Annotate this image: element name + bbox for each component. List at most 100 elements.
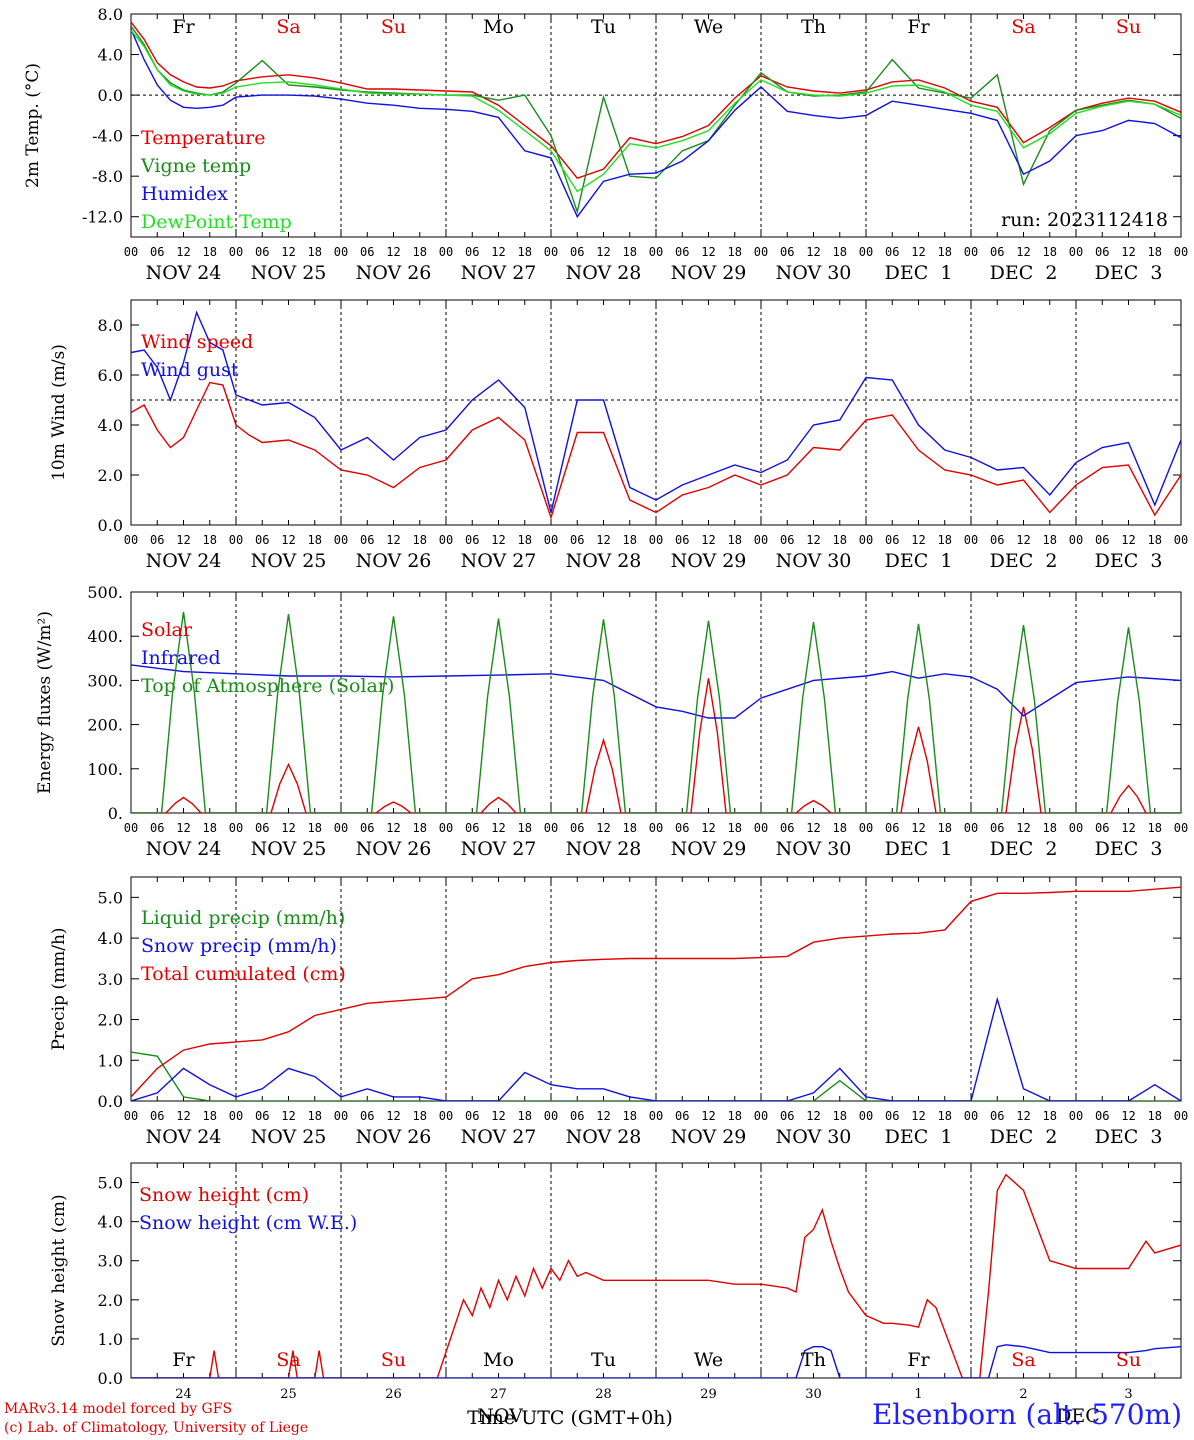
x-hour-label: 06 (255, 245, 269, 259)
x-hour-label: 00 (334, 245, 348, 259)
weekday-label: Su (381, 1349, 406, 1371)
weekday-label: Fr (907, 1349, 930, 1371)
x-hour-label: 12 (1016, 533, 1030, 547)
y-tick-label: 500. (87, 583, 123, 602)
weekday-label: Th (801, 16, 826, 38)
x-hour-label: 06 (675, 245, 689, 259)
x-hour-label: 12 (281, 821, 295, 835)
series-line-snow-height-cm-w-e (131, 1344, 1181, 1378)
x-hour-label: 06 (675, 821, 689, 835)
x-hour-label: 18 (728, 245, 742, 259)
x-hour-label: 18 (203, 533, 217, 547)
x-date-label: DEC 2 (990, 550, 1058, 572)
x-hour-label: 06 (360, 1109, 374, 1123)
series-group (131, 310, 1181, 520)
x-hour-label: 18 (203, 1109, 217, 1123)
x-hour-label: 18 (938, 533, 952, 547)
y-tick-label: 8.0 (98, 316, 123, 335)
x-hour-label: 12 (1016, 821, 1030, 835)
x-hour-label: 00 (544, 245, 558, 259)
weekday-label: Tu (591, 1349, 616, 1371)
x-hour-label: 00 (439, 245, 453, 259)
legend-entry: Snow precip (mm/h) (141, 935, 337, 957)
x-hour-label: 18 (413, 533, 427, 547)
day-number-label: 3 (1124, 1387, 1132, 1402)
x-hour-label: 06 (255, 1109, 269, 1123)
series-group (131, 886, 1181, 1101)
model-credit: MARv3.14 model forced by GFS (4, 1401, 233, 1417)
legend-entry: Infrared (141, 647, 221, 669)
y-tick-label: 4.0 (98, 1213, 123, 1232)
x-date-label: NOV 27 (461, 838, 537, 860)
x-hour-label: 12 (701, 1109, 715, 1123)
x-hour-label: 00 (124, 533, 138, 547)
x-hour-label: 06 (360, 533, 374, 547)
x-hour-label: 06 (780, 245, 794, 259)
x-hour-label: 12 (911, 533, 925, 547)
x-hour-label: 12 (491, 245, 505, 259)
x-hour-label: 06 (1095, 1109, 1109, 1123)
series-line-temperature (131, 21, 1181, 180)
x-hour-label: 12 (281, 245, 295, 259)
x-hour-label: 06 (570, 821, 584, 835)
x-date-label: DEC 2 (990, 1126, 1058, 1148)
x-hour-label: 00 (1174, 533, 1188, 547)
x-hour-label: 18 (1148, 245, 1162, 259)
weekday-label: Sa (276, 1349, 300, 1371)
x-hour-label: 06 (150, 245, 164, 259)
x-hour-label: 00 (229, 1109, 243, 1123)
x-date-label: NOV 28 (566, 1126, 642, 1148)
x-hour-label: 00 (754, 821, 768, 835)
x-hour-label: 00 (1069, 533, 1083, 547)
x-hour-label: 00 (1069, 245, 1083, 259)
y-tick-label: -12.0 (82, 208, 123, 227)
x-date-label: DEC 2 (990, 262, 1058, 284)
x-date-label: DEC 1 (885, 1126, 953, 1148)
series-line-total-cumulated-cm (131, 886, 1181, 1098)
day-number-label: 26 (385, 1387, 402, 1402)
x-axis-label: Time UTC (GMT+0h) (467, 1407, 673, 1429)
series-line-snow-precip-mm-h (131, 996, 1181, 1101)
x-hour-label: 12 (281, 533, 295, 547)
weekday-label: Su (381, 16, 406, 38)
x-date-label: NOV 29 (671, 262, 747, 284)
series-group (131, 1173, 1181, 1378)
x-hour-label: 12 (701, 821, 715, 835)
x-hour-label: 12 (596, 821, 610, 835)
x-hour-label: 18 (1043, 245, 1057, 259)
x-hour-label: 18 (203, 245, 217, 259)
x-hour-label: 06 (1095, 245, 1109, 259)
series-line-vigne-temp (131, 25, 1181, 215)
x-hour-label: 00 (229, 533, 243, 547)
series-line-solar (131, 678, 1181, 813)
x-date-label: NOV 27 (461, 1126, 537, 1148)
x-hour-label: 06 (1095, 533, 1109, 547)
x-hour-label: 00 (1174, 245, 1188, 259)
x-hour-label: 00 (754, 1109, 768, 1123)
x-hour-label: 18 (623, 533, 637, 547)
weekday-label: Fr (907, 16, 930, 38)
x-hour-label: 00 (439, 533, 453, 547)
y-tick-label: 100. (87, 760, 123, 779)
x-hour-label: 12 (1121, 1109, 1135, 1123)
x-hour-label: 06 (570, 1109, 584, 1123)
x-date-label: NOV 29 (671, 838, 747, 860)
day-number-label: 25 (280, 1387, 297, 1402)
y-tick-label: 4.0 (98, 46, 123, 65)
x-hour-label: 06 (360, 821, 374, 835)
y-tick-label: 2.0 (98, 466, 123, 485)
series-line-wind-gust (131, 310, 1181, 513)
weekday-label: Su (1116, 16, 1141, 38)
x-hour-label: 06 (465, 533, 479, 547)
x-hour-label: 06 (150, 1109, 164, 1123)
x-hour-label: 18 (623, 245, 637, 259)
y-tick-label: 8.0 (98, 5, 123, 24)
weekday-label: We (694, 16, 723, 38)
x-hour-label: 18 (1148, 1109, 1162, 1123)
x-hour-label: 12 (176, 245, 190, 259)
x-hour-label: 06 (990, 245, 1004, 259)
series-line-infrared (131, 664, 1181, 719)
x-hour-label: 00 (1069, 821, 1083, 835)
x-hour-label: 00 (334, 821, 348, 835)
x-hour-label: 00 (964, 821, 978, 835)
